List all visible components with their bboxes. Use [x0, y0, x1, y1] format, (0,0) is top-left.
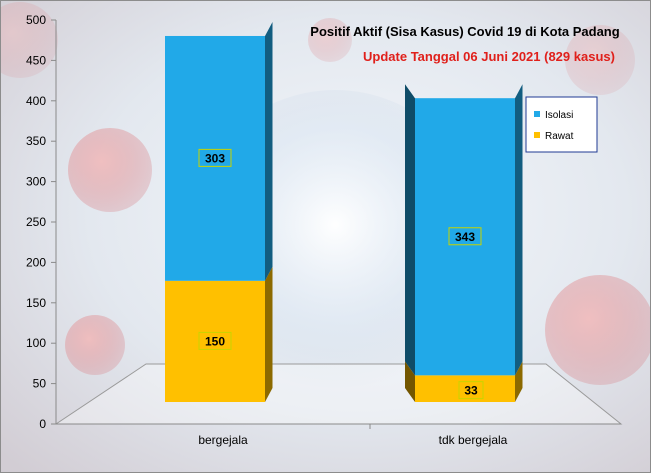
- chart-title: Positif Aktif (Sisa Kasus) Covid 19 di K…: [310, 24, 619, 39]
- legend-swatch-isolasi: [534, 111, 540, 117]
- chart-floor: [54, 363, 623, 425]
- legend-label-isolasi: Isolasi: [545, 110, 573, 121]
- y-tick-label: 350: [26, 134, 46, 148]
- y-tick-label: 0: [39, 417, 46, 431]
- legend-label-rawat: Rawat: [545, 131, 574, 142]
- y-tick-label: 300: [26, 175, 46, 189]
- chart-subtitle: Update Tanggal 06 Juni 2021 (829 kasus): [363, 49, 615, 64]
- bar-side-isolasi-tdk-bergejala: [515, 84, 523, 376]
- data-label-box-rawat-bergejala: [198, 331, 232, 350]
- y-axis: 0 50 100 150 200 250 300 350 400 450 500: [26, 13, 57, 431]
- bar-side-rawat-bergejala: [265, 266, 273, 402]
- y-tick-label: 100: [26, 336, 46, 350]
- data-label-rawat-bergejala: 150: [205, 334, 225, 348]
- data-label-box-rawat-tdk-bergejala: [458, 381, 484, 400]
- y-tick-label: 450: [26, 53, 46, 67]
- y-tick-label: 150: [26, 296, 46, 310]
- y-tick-label: 200: [26, 255, 46, 269]
- x-tick-label: tdk bergejala: [439, 433, 508, 447]
- y-tick-label: 50: [33, 377, 47, 391]
- data-label-box-isolasi-bergejala: [198, 148, 232, 167]
- data-label-box-isolasi-tdk-bergejala: [448, 227, 482, 246]
- data-labels: 150 303 33 343: [198, 148, 484, 400]
- bar-side-isolasi-bergejala: [265, 21, 273, 281]
- y-tick-label: 400: [26, 94, 46, 108]
- y-tick-label: 500: [26, 13, 46, 27]
- bar-leftside-isolasi-tdk-bergejala: [405, 84, 415, 376]
- bar-leftside-rawat-tdk-bergejala: [405, 361, 415, 402]
- legend: Isolasi Rawat: [525, 96, 598, 153]
- legend-box: [525, 96, 598, 153]
- x-tick-label: bergejala: [198, 433, 248, 447]
- legend-swatch-rawat: [534, 132, 540, 138]
- data-label-rawat-tdk-bergejala: 33: [464, 384, 478, 398]
- title-block: Positif Aktif (Sisa Kasus) Covid 19 di K…: [310, 24, 619, 64]
- bar-side-rawat-tdk-bergejala: [515, 361, 523, 402]
- data-label-isolasi-tdk-bergejala: 343: [455, 230, 475, 244]
- floor-plane: [54, 363, 623, 425]
- x-axis: bergejala tdk bergejala: [56, 423, 621, 447]
- data-label-isolasi-bergejala: 303: [205, 151, 225, 165]
- y-tick-label: 250: [26, 215, 46, 229]
